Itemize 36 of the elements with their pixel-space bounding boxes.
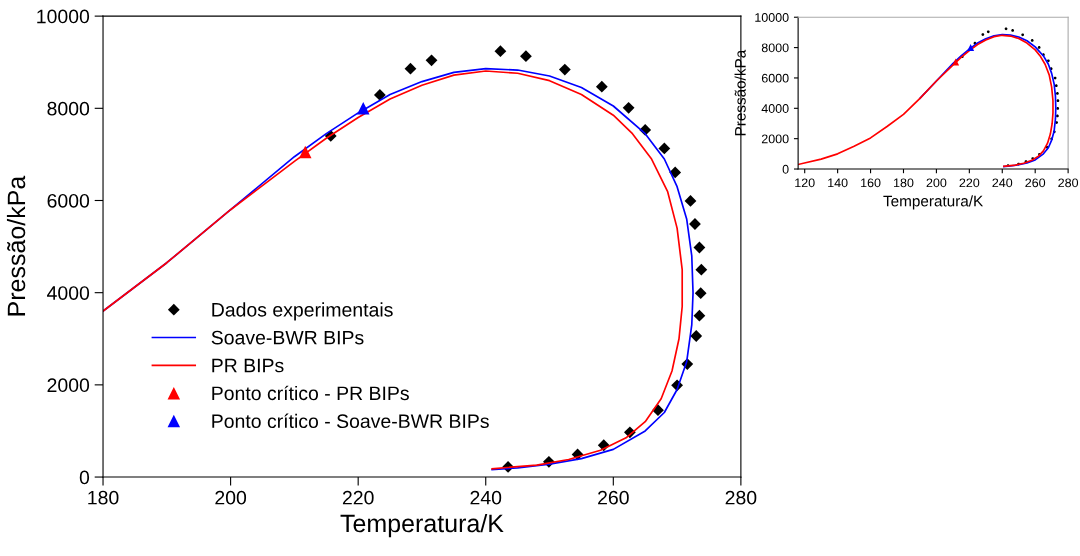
x-tick-label: 200 <box>215 490 247 505</box>
y-tick-label: 0 <box>79 470 90 485</box>
y-tick-label: 4000 <box>47 286 90 300</box>
legend-label: Ponto crítico - PR BIPs <box>212 385 409 401</box>
x-axis-title: Temperatura/K <box>340 513 504 538</box>
x-tick-label: 180 <box>88 490 119 505</box>
y-tick-label: 2000 <box>47 378 90 393</box>
x-axis-title: Temperatura/K <box>883 195 984 210</box>
y-axis-title: Pressão/kPa <box>6 175 26 316</box>
x-tick-label: 260 <box>1025 178 1046 188</box>
y-tick-label: 8000 <box>47 101 90 116</box>
x-tick-label: 260 <box>598 490 629 505</box>
legend-label: Soave-BWR BIPs <box>211 330 364 345</box>
x-tick-label: 140 <box>828 178 848 188</box>
legend-label: Dados experimentais <box>212 302 393 321</box>
x-tick-label: 240 <box>470 490 502 505</box>
y-tick-label: 10000 <box>755 13 789 22</box>
y-tick-label: 8000 <box>761 43 789 53</box>
x-tick-label: 120 <box>795 178 815 188</box>
x-tick-label: 220 <box>959 178 980 188</box>
x-tick-label: 280 <box>1058 178 1079 188</box>
x-tick-label: 240 <box>992 178 1013 188</box>
x-tick-label: 160 <box>861 178 881 188</box>
y-tick-label: 10000 <box>37 9 90 24</box>
y-tick-label: 0 <box>782 164 789 174</box>
legend-label: PR BIPs <box>212 358 284 373</box>
x-tick-label: 220 <box>342 490 374 505</box>
x-tick-label: 200 <box>926 178 947 188</box>
y-tick-label: 6000 <box>47 193 90 208</box>
y-tick-label: 4000 <box>761 104 789 113</box>
x-tick-label: 180 <box>894 178 914 188</box>
y-tick-label: 2000 <box>761 134 789 144</box>
y-axis-title: Pressão/kPa <box>734 49 746 136</box>
y-tick-label: 6000 <box>761 73 789 83</box>
x-tick-label: 280 <box>725 490 757 505</box>
legend-label: Ponto crítico - Soave-BWR BIPs <box>212 413 489 429</box>
